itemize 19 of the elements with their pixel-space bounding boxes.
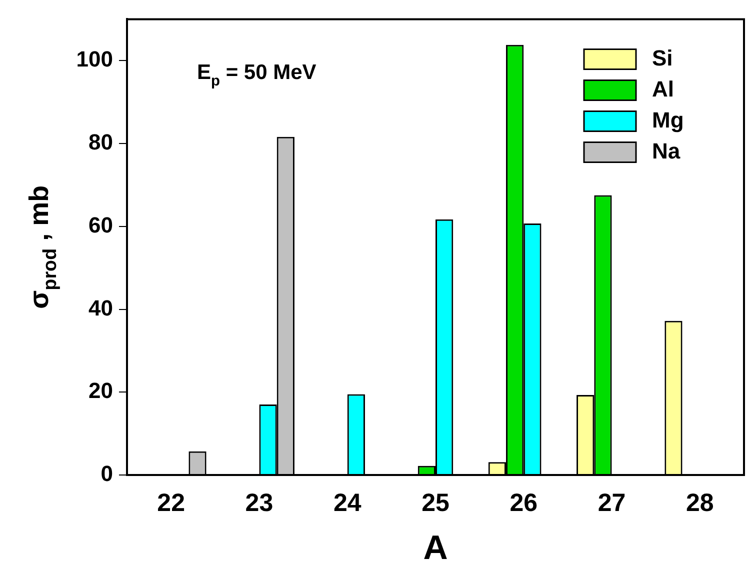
x-axis-title: A: [423, 528, 448, 567]
y-tick-label: 20: [88, 378, 113, 404]
legend-label: Mg: [652, 107, 684, 132]
x-tick-label: 22: [157, 488, 185, 517]
x-tick-label: 27: [598, 488, 626, 517]
y-tick-label: 40: [88, 295, 113, 320]
y-tick-label: 100: [76, 46, 113, 72]
x-tick-label: 23: [245, 488, 274, 517]
y-tick-label: 80: [88, 130, 113, 155]
legend-label: Si: [652, 45, 673, 70]
y-tick-label: 60: [88, 212, 113, 238]
x-tick-label: 26: [510, 488, 538, 517]
y-axis-title: σprod , mb: [24, 185, 62, 309]
x-tick-label: 25: [422, 488, 450, 517]
legend-label: Al: [652, 76, 674, 102]
legend-label: Na: [652, 138, 681, 164]
x-tick-label: 28: [686, 488, 714, 517]
y-tick-label: 0: [100, 461, 113, 486]
x-tick-label: 24: [333, 488, 362, 517]
